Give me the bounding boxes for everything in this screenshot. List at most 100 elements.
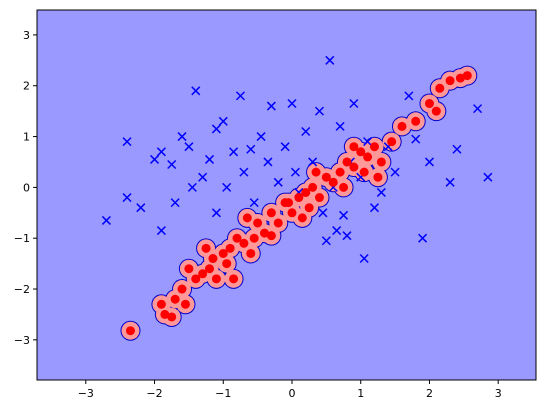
point bbox=[301, 126, 311, 137]
point bbox=[284, 198, 294, 208]
point bbox=[170, 198, 180, 208]
point bbox=[297, 213, 307, 223]
point bbox=[239, 238, 249, 248]
point bbox=[387, 137, 397, 147]
y-tick-label: −1 bbox=[14, 232, 30, 245]
point bbox=[314, 106, 325, 116]
point bbox=[294, 193, 304, 203]
point bbox=[342, 231, 352, 241]
point bbox=[167, 159, 177, 170]
point bbox=[311, 167, 321, 177]
point bbox=[242, 213, 252, 223]
point bbox=[483, 172, 493, 182]
point bbox=[273, 218, 283, 228]
point bbox=[229, 274, 239, 284]
point bbox=[125, 326, 135, 336]
point bbox=[160, 309, 170, 319]
point bbox=[280, 142, 290, 152]
point bbox=[204, 154, 215, 164]
point bbox=[201, 243, 211, 253]
point bbox=[359, 167, 369, 177]
x-tick-label: 0 bbox=[288, 387, 295, 400]
point bbox=[239, 167, 249, 177]
point bbox=[167, 312, 177, 322]
point bbox=[273, 177, 283, 187]
point bbox=[349, 98, 359, 109]
point bbox=[180, 299, 190, 309]
point bbox=[376, 187, 386, 197]
point bbox=[266, 208, 276, 218]
point bbox=[205, 264, 215, 274]
point bbox=[462, 71, 472, 81]
point bbox=[191, 274, 201, 284]
point bbox=[170, 294, 180, 304]
point bbox=[349, 162, 359, 172]
point bbox=[263, 157, 273, 167]
point bbox=[287, 208, 297, 218]
point bbox=[198, 172, 208, 182]
x-tick-label: 2 bbox=[426, 387, 433, 400]
y-tick-label: 0 bbox=[23, 181, 30, 194]
point bbox=[184, 264, 194, 274]
point bbox=[473, 104, 483, 114]
point bbox=[229, 147, 239, 157]
point bbox=[235, 91, 245, 101]
point bbox=[339, 210, 349, 220]
point bbox=[260, 228, 270, 238]
point bbox=[424, 157, 434, 167]
point bbox=[445, 177, 455, 187]
point bbox=[325, 55, 335, 65]
point bbox=[287, 98, 297, 109]
point bbox=[411, 116, 421, 126]
point bbox=[249, 233, 259, 243]
point bbox=[222, 259, 232, 269]
point bbox=[376, 157, 386, 167]
point bbox=[349, 142, 359, 152]
point bbox=[156, 147, 166, 157]
point bbox=[342, 157, 352, 167]
point bbox=[246, 248, 256, 258]
point bbox=[177, 284, 187, 294]
point bbox=[122, 137, 132, 147]
point bbox=[404, 91, 414, 101]
point bbox=[218, 248, 228, 258]
x-tick-label: 1 bbox=[357, 387, 364, 400]
point bbox=[222, 182, 232, 192]
y-tick-label: −2 bbox=[14, 283, 30, 296]
point bbox=[122, 193, 132, 203]
point bbox=[455, 73, 465, 83]
point bbox=[211, 124, 221, 134]
point bbox=[328, 177, 338, 187]
point bbox=[359, 253, 369, 264]
point bbox=[369, 142, 379, 152]
x-tick-label: −2 bbox=[146, 387, 162, 400]
point bbox=[301, 187, 311, 197]
point bbox=[246, 144, 256, 154]
x-tick-label: 3 bbox=[495, 387, 502, 400]
point bbox=[184, 142, 194, 152]
point bbox=[290, 167, 300, 177]
x-tick-label: −1 bbox=[215, 387, 231, 400]
point bbox=[397, 121, 407, 131]
point bbox=[356, 147, 366, 157]
point bbox=[431, 106, 441, 116]
point bbox=[101, 215, 111, 225]
point bbox=[156, 299, 166, 309]
point bbox=[136, 203, 146, 213]
point bbox=[177, 132, 187, 142]
point bbox=[308, 182, 318, 192]
y-tick-label: 2 bbox=[23, 80, 30, 93]
point bbox=[187, 182, 197, 192]
point bbox=[218, 116, 228, 126]
point bbox=[232, 233, 242, 243]
point bbox=[318, 208, 328, 218]
point bbox=[411, 134, 421, 144]
point bbox=[191, 86, 201, 96]
point bbox=[266, 101, 276, 111]
point bbox=[424, 99, 434, 109]
y-tick-label: 3 bbox=[23, 29, 30, 42]
point bbox=[304, 203, 314, 213]
point bbox=[249, 198, 259, 208]
point bbox=[435, 83, 445, 93]
point bbox=[321, 172, 331, 182]
